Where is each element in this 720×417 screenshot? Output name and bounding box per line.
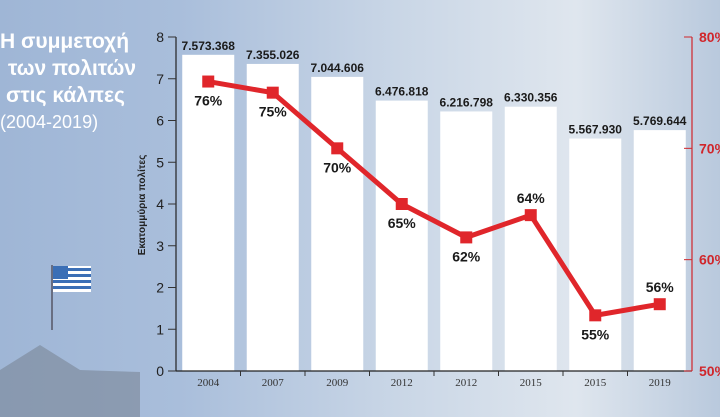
- chart-subtitle: (2004-2019): [0, 112, 99, 132]
- y-tick-label: 3: [156, 238, 164, 254]
- bar-value-label: 6.216.798: [440, 95, 494, 109]
- title-line: Η συμμετοχή: [0, 30, 130, 53]
- title-line: των πολιτών: [8, 57, 137, 80]
- participation-label: 62%: [452, 248, 481, 264]
- participation-point: [395, 198, 408, 210]
- x-tick-label: 2009: [326, 377, 349, 389]
- bar: [246, 63, 299, 371]
- y-tick-label: 6: [156, 113, 164, 129]
- participation-point: [202, 75, 215, 88]
- building-silhouette: [0, 345, 140, 417]
- bar-value-label: 6.476.818: [375, 85, 429, 99]
- y2-tick-label: 60%: [699, 252, 720, 268]
- participation-label: 56%: [646, 279, 675, 295]
- bar-value-label: 6.330.356: [504, 91, 558, 105]
- greek-flag: [51, 265, 91, 330]
- x-tick-label: 2012: [455, 377, 477, 389]
- bar: [375, 100, 428, 372]
- x-tick-label: 2015: [520, 377, 543, 389]
- bar: [182, 54, 235, 371]
- bar-value-label: 7.044.606: [311, 61, 365, 75]
- y-tick-label: 8: [156, 29, 164, 45]
- bar-value-label: 5.567.930: [569, 123, 623, 137]
- participation-point: [331, 142, 344, 155]
- y-tick-label: 5: [156, 154, 164, 170]
- bar: [633, 130, 686, 371]
- title-line: στις κάλπες: [6, 84, 125, 107]
- y-tick-label: 1: [156, 321, 164, 337]
- participation-point: [460, 231, 473, 244]
- participation-line: [207, 79, 661, 319]
- y-tick-label: 0: [156, 363, 164, 379]
- y-tick-label: 2: [156, 280, 164, 296]
- y2-tick-label: 80%: [699, 29, 720, 45]
- y2-tick-label: 50%: [699, 363, 720, 379]
- participation-label: 70%: [323, 159, 352, 175]
- participation-label: 75%: [259, 104, 288, 120]
- bar: [569, 138, 622, 371]
- y-tick-label: 4: [156, 196, 164, 212]
- participation-label: 55%: [581, 326, 610, 342]
- x-tick-label: 2015: [584, 377, 607, 389]
- y-axis-label: Εκατομμύρια πολίτες: [137, 155, 148, 256]
- bar: [311, 76, 364, 372]
- participation-point: [266, 86, 279, 99]
- bar-value-label: 7.355.026: [246, 48, 300, 62]
- participation-label: 76%: [194, 93, 223, 109]
- y2-tick-label: 70%: [699, 140, 720, 156]
- chart-title: Η συμμετοχή των πολιτών στις κάλπες (200…: [0, 28, 136, 136]
- participation-point: [589, 309, 602, 322]
- participation-point: [524, 209, 537, 222]
- participation-label: 65%: [388, 215, 417, 231]
- bar-value-label: 5.769.644: [633, 114, 687, 128]
- participation-point: [653, 298, 666, 311]
- x-tick-label: 2019: [649, 377, 672, 389]
- x-tick-label: 2007: [262, 377, 285, 389]
- x-tick-label: 2012: [391, 377, 413, 389]
- bar-value-label: 7.573.368: [182, 39, 236, 53]
- y-tick-label: 7: [156, 71, 164, 87]
- x-tick-label: 2004: [197, 377, 220, 389]
- participation-label: 64%: [517, 190, 546, 206]
